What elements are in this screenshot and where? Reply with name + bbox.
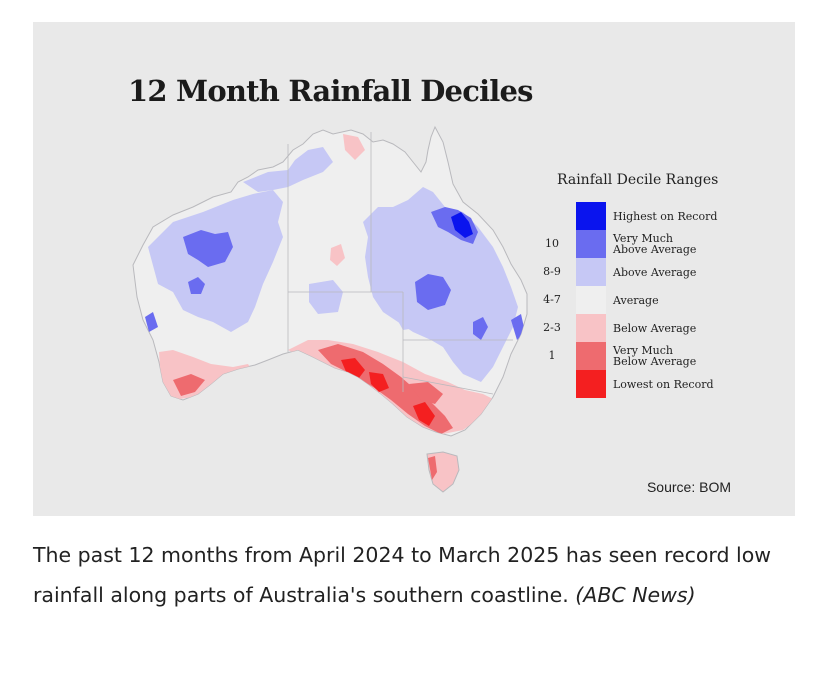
legend-swatch-below [576, 314, 606, 342]
region-highest-on-record [451, 212, 473, 238]
legend-swatch-average [576, 286, 606, 314]
legend-label: Average [613, 293, 659, 307]
legend-range: 8-9 [543, 265, 561, 278]
region-very-much-above-nsw [473, 317, 488, 340]
rainfall-map-figure: 12 Month Rainfall Deciles [33, 22, 795, 516]
legend-row-very-much-above: 10 Very Much Above Average [533, 230, 795, 258]
image-caption: The past 12 months from April 2024 to Ma… [33, 535, 803, 615]
map-title: 12 Month Rainfall Deciles [128, 74, 533, 108]
region-lowest-on-record-vic [413, 402, 435, 426]
region-below-average-inland [330, 244, 345, 266]
legend-label: Lowest on Record [613, 377, 714, 391]
legend-range: 10 [545, 237, 559, 250]
legend-title: Rainfall Decile Ranges [557, 172, 719, 188]
region-very-much-above-qld-central [415, 274, 451, 310]
region-very-much-below-wa [173, 374, 205, 396]
source-credit: Source: BOM [646, 479, 731, 495]
region-below-average-top-end [343, 134, 365, 160]
region-above-average-central [309, 280, 343, 314]
region-very-much-above-pilbara [188, 277, 205, 294]
legend-label: Highest on Record [613, 209, 718, 223]
australia-rainfall-map [132, 125, 528, 493]
legend-row-below: 2-3 Below Average [533, 314, 795, 342]
legend-label: Below Average [613, 321, 697, 335]
legend-swatch-very-much-above [576, 230, 606, 258]
legend-row-lowest: Lowest on Record [533, 370, 795, 398]
region-above-average-north [243, 147, 333, 192]
legend-row-above: 8-9 Above Average [533, 258, 795, 286]
legend-range: 2-3 [543, 321, 561, 334]
nsw-vic-border [402, 376, 494, 395]
legend-swatch-above [576, 258, 606, 286]
tasmania-west-coast [428, 456, 437, 480]
legend-swatch-very-much-below [576, 342, 606, 370]
caption-credit: (ABC News) [575, 583, 696, 607]
legend-swatch-highest [576, 202, 606, 230]
region-lowest-on-record-eyre [369, 372, 389, 392]
legend-range: 1 [548, 349, 556, 362]
region-very-much-below-vic-east [409, 382, 443, 404]
legend-row-average: 4-7 Average [533, 286, 795, 314]
legend-swatch-lowest [576, 370, 606, 398]
legend-label: Very Much Below Average [613, 344, 697, 368]
region-very-much-above-wa-coast [145, 312, 158, 332]
legend-row-highest: Highest on Record [533, 202, 795, 230]
legend-range: 4-7 [543, 293, 561, 306]
legend-label: Very Much Above Average [613, 232, 697, 256]
caption-text: The past 12 months from April 2024 to Ma… [33, 543, 772, 607]
legend-label: Above Average [613, 265, 697, 279]
legend-row-very-much-below: 1 Very Much Below Average [533, 342, 795, 370]
state-borders [287, 132, 513, 395]
region-very-much-above-wa [183, 230, 233, 267]
